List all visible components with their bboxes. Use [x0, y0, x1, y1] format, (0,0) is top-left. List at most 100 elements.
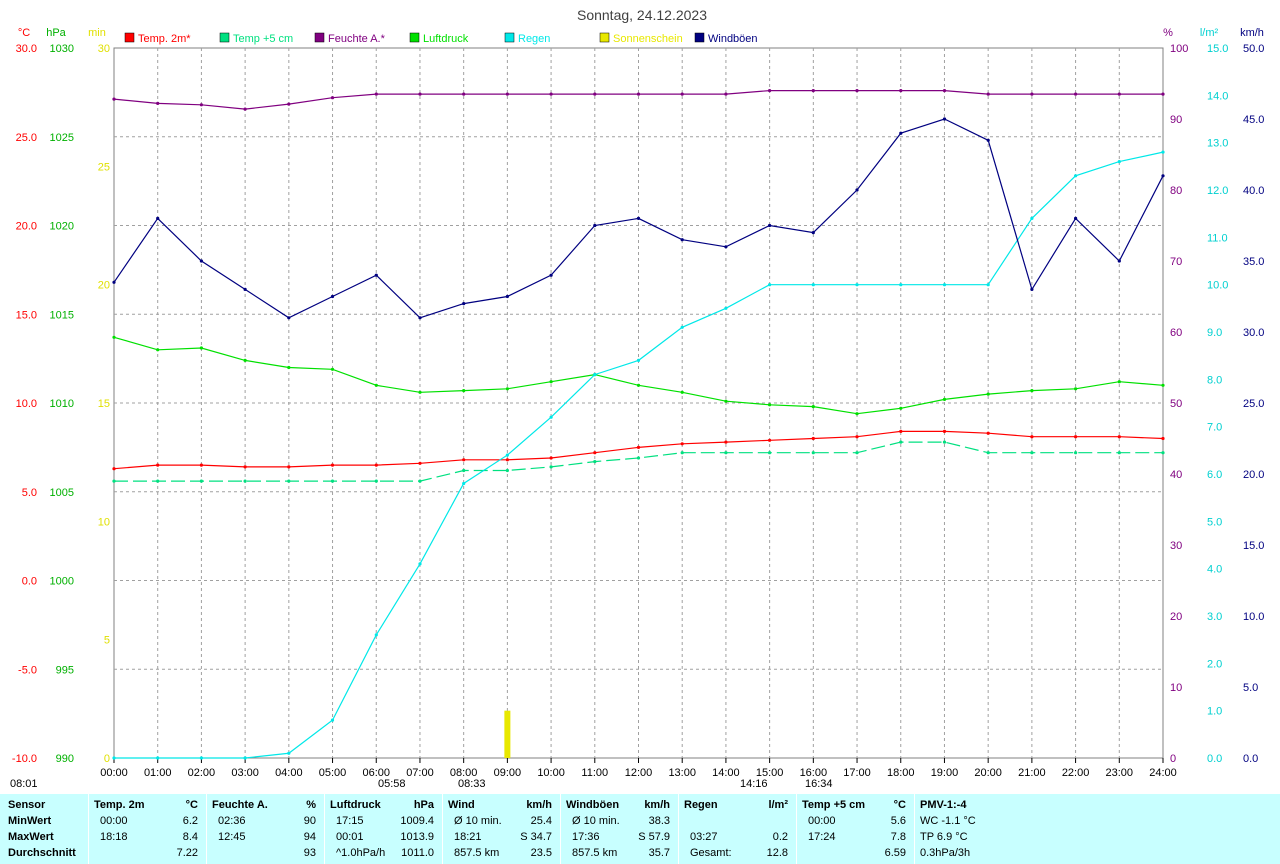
col_luftdruck-unit: hPa [413, 799, 434, 811]
series-point [287, 316, 291, 320]
series-point [243, 479, 247, 483]
sunshine-tick: 5 [104, 635, 110, 647]
x-tick-label: 04:00 [275, 767, 303, 779]
series-point [374, 479, 378, 483]
stats-footer: Sensor MinWert MaxWert Durchschnitt Temp… [0, 794, 1280, 864]
legend-label: Temp. 2m* [138, 33, 191, 45]
pressure-tick: 1005 [50, 487, 74, 499]
sunset-time: 16:34 [805, 778, 833, 790]
series-point [112, 97, 116, 101]
chart-legend: Temp. 2m* Temp +5 cm Feuchte A.* Luftdruck R… [124, 32, 758, 45]
col_wind-unit: km/h [526, 799, 552, 811]
sunshine-tick: 30 [98, 43, 110, 55]
rain-tick: 5.0 [1207, 516, 1222, 528]
series-point [1161, 92, 1165, 96]
pressure-tick: 995 [56, 664, 74, 676]
series-point [199, 756, 203, 760]
rain-tick: 8.0 [1207, 374, 1222, 386]
humidity-unit: % [1163, 27, 1173, 39]
sun-markers: 08:01 16:34 05:58 08:33 14:16 [10, 778, 833, 790]
series-point [549, 273, 553, 277]
series-point [986, 138, 990, 142]
series-point [243, 756, 247, 760]
series-point [899, 406, 903, 410]
series-point [505, 294, 509, 299]
col_temp2m-value: 6.2 [182, 815, 198, 827]
temp-tick: -10.0 [12, 753, 37, 765]
series-point [1117, 92, 1121, 96]
wind-tick: 45.0 [1243, 114, 1264, 126]
temp-tick: 5.0 [22, 487, 37, 499]
humidity-tick: 10 [1170, 682, 1182, 694]
wind-tick: 20.0 [1243, 469, 1264, 481]
series-point [549, 415, 553, 419]
series-point [636, 383, 641, 387]
series-point [986, 431, 990, 435]
series-point [811, 283, 815, 287]
series-point [899, 131, 903, 135]
series-point [942, 117, 947, 121]
series-point [593, 460, 597, 464]
humidity-tick: 50 [1170, 398, 1182, 410]
series-point [1161, 436, 1165, 441]
sunshine-unit: min [88, 27, 106, 39]
col_temp2m-time: 18:18 [100, 831, 128, 843]
x-tick-label: 20:00 [974, 767, 1002, 779]
data-series [112, 89, 1165, 760]
series-point [418, 479, 422, 483]
col_temp5-value: 6.59 [884, 847, 906, 859]
series-point [156, 756, 160, 760]
series-point [462, 458, 466, 462]
series-point [199, 346, 203, 350]
series-point [899, 89, 903, 93]
legend-label: Temp +5 cm [233, 33, 293, 45]
humidity-tick: 20 [1170, 611, 1182, 623]
temp-tick: 10.0 [16, 398, 37, 410]
series-point [636, 92, 641, 96]
col_temp5-unit: °C [893, 799, 906, 811]
series-point [418, 316, 422, 320]
series-point [986, 451, 990, 455]
series-point [768, 438, 772, 442]
series-point [593, 223, 597, 228]
x-tick-label: 22:00 [1062, 767, 1090, 779]
col_luftdruck-value: 1011.0 [401, 847, 434, 859]
col_regen-time: 03:27 [690, 831, 718, 843]
legend-swatch [504, 32, 515, 43]
col_wind-time: 18:21 [454, 831, 482, 843]
durchschnitt-label: Durchschnitt [8, 847, 76, 859]
wind-tick: 40.0 [1243, 185, 1264, 197]
series-point [855, 451, 859, 455]
x-tick-label: 13:00 [668, 767, 696, 779]
pmv-wc: WC -1.1 °C [920, 815, 976, 827]
wind-tick: 35.0 [1243, 256, 1264, 268]
wind-tick: 15.0 [1243, 540, 1264, 552]
series-point [724, 306, 728, 310]
col_regen-value: 12.8 [766, 847, 788, 859]
series-point [243, 465, 247, 469]
series-point [112, 479, 116, 483]
x-tick-label: 07:00 [406, 767, 434, 779]
x-tick-label: 09:00 [494, 767, 522, 779]
pmv-tp: TP 6.9 °C [920, 831, 968, 843]
humidity-tick: 0 [1170, 753, 1176, 765]
col_luftdruck-value: 1009.4 [400, 815, 434, 827]
series-point [680, 442, 684, 446]
col_boeen-time: Ø 10 min. [572, 815, 620, 827]
x-tick-label: 16:00 [800, 767, 828, 779]
series-point [811, 436, 815, 441]
pressure-tick: 1025 [50, 132, 74, 144]
series-point [462, 481, 466, 486]
col_boeen-time: 857.5 km [572, 847, 618, 859]
series-point [768, 223, 772, 228]
sunshine-tick: 0 [104, 753, 110, 765]
series-point [330, 463, 335, 467]
series-point [1117, 259, 1121, 263]
series-point [986, 392, 990, 396]
series-point [243, 358, 247, 362]
series-point [768, 451, 772, 455]
legend-label: Regen [518, 33, 550, 45]
wind-tick: 5.0 [1243, 682, 1258, 694]
axes: 30.025.020.015.010.05.00.0-5.0-10.010301… [12, 43, 1265, 779]
humidity-tick: 40 [1170, 469, 1182, 481]
